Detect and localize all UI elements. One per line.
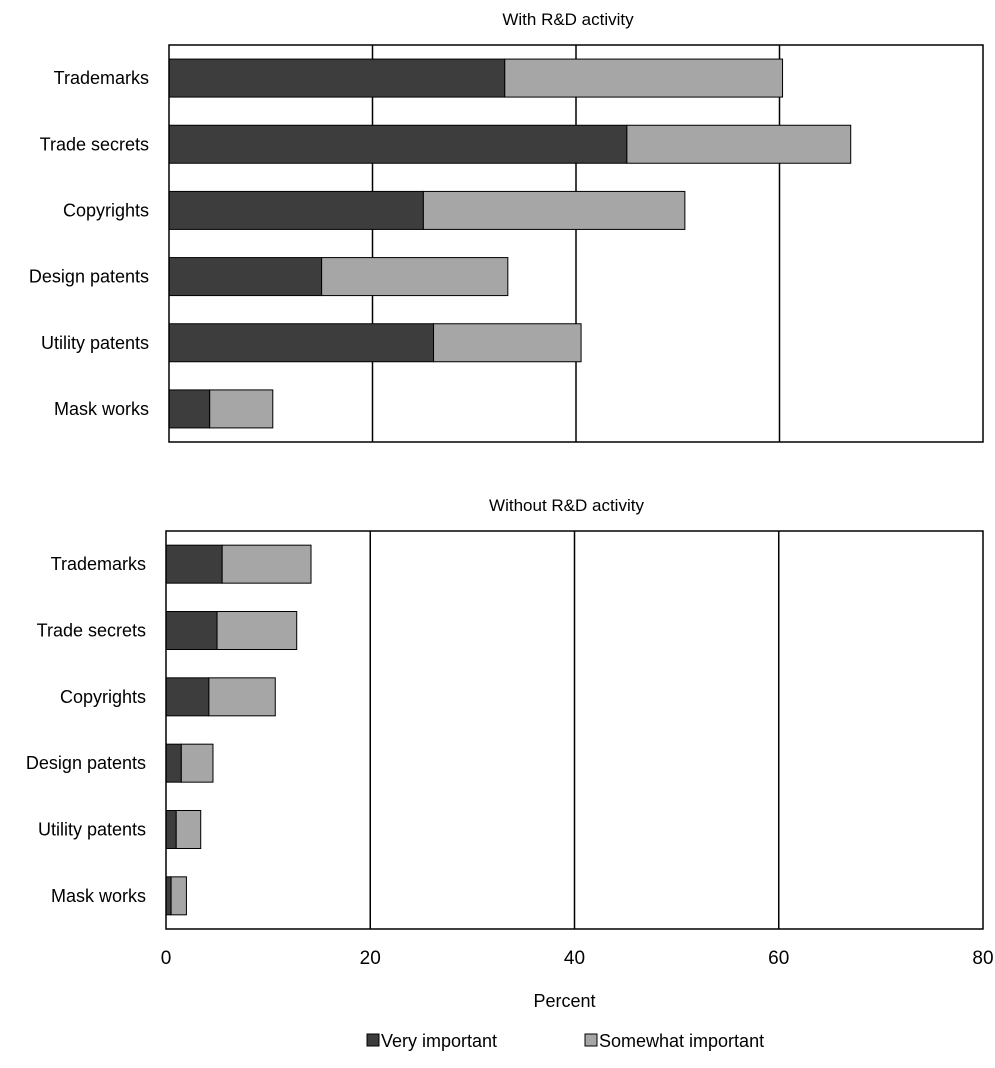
- bar-somewhat-important-utility-patents: [175, 810, 202, 849]
- plot-frame: [165, 530, 984, 930]
- category-label-design-patents: Design patents: [26, 753, 146, 773]
- bar-very-important-mask-works: [165, 876, 172, 916]
- chart-title: With R&D activity: [502, 10, 634, 29]
- bar-somewhat-important-utility-patents: [433, 323, 582, 363]
- bar-very-important-utility-patents: [168, 323, 435, 363]
- bar-very-important-mask-works: [168, 389, 211, 429]
- bar-somewhat-important-mask-works: [170, 876, 187, 916]
- x-tick-label: 0: [161, 948, 172, 969]
- bar-somewhat-important-trade-secrets: [626, 124, 852, 164]
- bar-very-important-utility-patents: [165, 810, 177, 849]
- x-tick-label: 20: [360, 948, 381, 969]
- bar-somewhat-important-trademarks: [504, 58, 784, 98]
- legend: Very important Somewhat important: [366, 1031, 764, 1051]
- bar-very-important-design-patents: [165, 743, 182, 783]
- legend-swatch-very-important: [366, 1033, 380, 1047]
- x-tick-label: 40: [564, 948, 585, 969]
- bar-very-important-copyrights: [168, 190, 424, 230]
- bar-very-important-trademarks: [165, 544, 223, 584]
- legend-swatch-somewhat-important: [584, 1033, 598, 1047]
- category-label-utility-patents: Utility patents: [38, 820, 146, 840]
- category-label-utility-patents: Utility patents: [41, 333, 149, 353]
- chart-title: Without R&D activity: [489, 496, 644, 515]
- category-label-trade-secrets: Trade secrets: [37, 621, 146, 641]
- bar-somewhat-important-mask-works: [209, 389, 274, 429]
- category-label-copyrights: Copyrights: [63, 200, 149, 220]
- category-label-trademarks: Trademarks: [51, 554, 146, 574]
- plot-frame: [168, 44, 984, 443]
- x-tick-label: 80: [972, 948, 993, 969]
- category-label-trademarks: Trademarks: [54, 68, 149, 88]
- legend-label-somewhat-important: Somewhat important: [599, 1031, 764, 1051]
- category-label-design-patents: Design patents: [29, 267, 149, 287]
- x-axis: 0 20 40 60 80 Percent: [161, 948, 994, 1011]
- legend-label-very-important: Very important: [381, 1031, 497, 1051]
- bar-somewhat-important-trademarks: [221, 544, 312, 584]
- bar-very-important-trademarks: [168, 58, 506, 98]
- bar-somewhat-important-design-patents: [321, 257, 509, 297]
- bar-very-important-copyrights: [165, 677, 210, 717]
- category-label-copyrights: Copyrights: [60, 687, 146, 707]
- x-tick-label: 60: [768, 948, 789, 969]
- bar-somewhat-important-copyrights: [208, 677, 276, 717]
- panel-without-rd: Trademarks Trade secrets Copyrights Design …: [26, 496, 984, 930]
- category-label-trade-secrets: Trade secrets: [40, 134, 149, 154]
- bar-very-important-design-patents: [168, 257, 323, 297]
- bar-somewhat-important-trade-secrets: [216, 611, 298, 650]
- bar-somewhat-important-copyrights: [422, 190, 686, 230]
- panel-with-rd: Trademarks Trade secrets Copyrights Design …: [29, 10, 984, 443]
- category-label-mask-works: Mask works: [54, 399, 149, 419]
- category-label-mask-works: Mask works: [51, 886, 146, 906]
- bar-somewhat-important-design-patents: [180, 743, 214, 783]
- bar-very-important-trade-secrets: [168, 124, 628, 164]
- x-axis-label: Percent: [533, 991, 595, 1011]
- bar-very-important-trade-secrets: [165, 611, 218, 650]
